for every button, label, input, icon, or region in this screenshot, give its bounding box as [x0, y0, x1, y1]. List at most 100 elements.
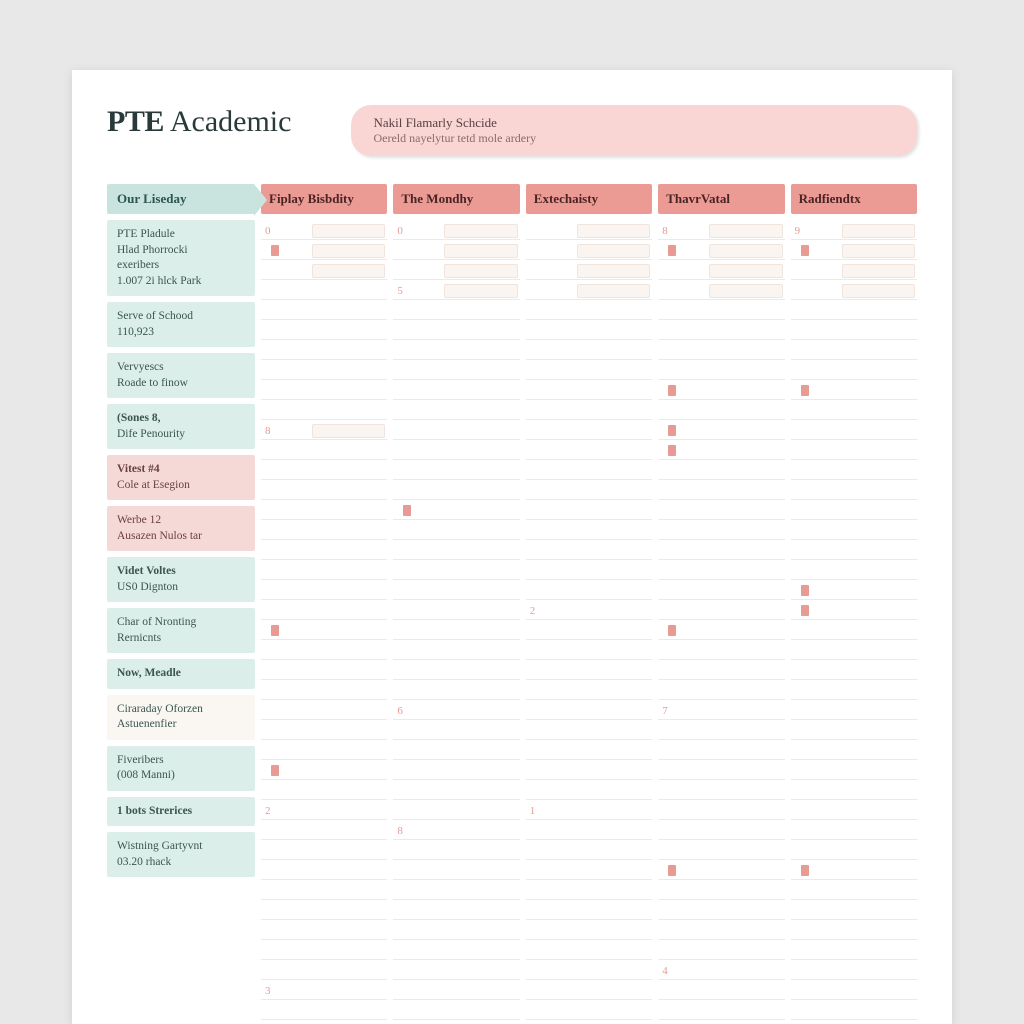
- time-slot: [791, 402, 917, 420]
- time-slot: [393, 562, 519, 580]
- time-slot: [791, 542, 917, 560]
- day-column: 21: [526, 220, 652, 1020]
- time-slot: [526, 922, 652, 940]
- slot-number: 7: [662, 705, 668, 717]
- time-slot: [393, 402, 519, 420]
- slot-number: 8: [265, 425, 271, 437]
- time-slot: [261, 742, 387, 760]
- time-slot: [791, 682, 917, 700]
- time-slot: [526, 962, 652, 980]
- time-slot: [791, 762, 917, 780]
- time-slot: [526, 382, 652, 400]
- col-header: The Mondhy: [393, 184, 519, 214]
- time-slot: [261, 622, 387, 640]
- side-item-line: US0 Dignton: [117, 580, 245, 596]
- side-item: Vitest #4Cole at Esegion: [107, 455, 255, 500]
- day-column: 0568: [393, 220, 519, 1020]
- time-slot: [393, 582, 519, 600]
- time-slot: [791, 422, 917, 440]
- time-slot: [791, 262, 917, 280]
- time-slot: [526, 542, 652, 560]
- title-bold: PTE: [107, 105, 164, 138]
- time-slot: [791, 322, 917, 340]
- time-slot: [658, 302, 784, 320]
- time-slot: [261, 362, 387, 380]
- time-slot: [526, 582, 652, 600]
- planner-page: PTE Academic Nakil Flamarly Schcide Oere…: [72, 70, 952, 1024]
- time-slot: [261, 722, 387, 740]
- time-slot: [261, 862, 387, 880]
- time-slot: [393, 882, 519, 900]
- slot-number: 4: [662, 965, 668, 977]
- slot-mark-icon: [668, 865, 676, 876]
- slot-mark-icon: [801, 385, 809, 396]
- time-slot: [261, 962, 387, 980]
- time-slot: [393, 762, 519, 780]
- side-item: Videt VoltesUS0 Dignton: [107, 557, 255, 602]
- slot-mark-icon: [801, 245, 809, 256]
- time-slot: [393, 362, 519, 380]
- time-slot: [658, 582, 784, 600]
- slot-entry-box: [577, 224, 650, 238]
- time-slot: 1: [526, 802, 652, 820]
- time-slot: [658, 502, 784, 520]
- slot-mark-icon: [668, 385, 676, 396]
- time-slot: [393, 1002, 519, 1020]
- time-slot: [393, 342, 519, 360]
- day-column: 9: [791, 220, 917, 1020]
- time-slot: [791, 722, 917, 740]
- row-header: Our Liseday: [107, 184, 255, 214]
- time-slot: [658, 422, 784, 440]
- side-item-line: Roade to finow: [117, 376, 245, 392]
- time-slot: [791, 502, 917, 520]
- time-slot: [261, 442, 387, 460]
- time-slot: [526, 222, 652, 240]
- time-slot: 7: [658, 702, 784, 720]
- time-slot: [526, 762, 652, 780]
- side-item-line: (Sones 8,: [117, 411, 245, 427]
- time-slot: [791, 302, 917, 320]
- time-slot: [393, 322, 519, 340]
- time-slot: [658, 902, 784, 920]
- time-slot: [791, 962, 917, 980]
- time-slot: [791, 822, 917, 840]
- time-slot: [261, 682, 387, 700]
- time-slot: [526, 502, 652, 520]
- slot-number: 5: [397, 285, 403, 297]
- side-item-line: 1.007 2i hlck Park: [117, 274, 245, 290]
- time-slot: [526, 402, 652, 420]
- slot-entry-box: [577, 264, 650, 278]
- time-slot: [791, 642, 917, 660]
- side-item: Wistning Gartyvnt03.20 rhack: [107, 832, 255, 877]
- col-header: Extechaisty: [526, 184, 652, 214]
- slot-mark-icon: [271, 245, 279, 256]
- time-slot: [261, 702, 387, 720]
- title-light: Academic: [170, 105, 292, 138]
- side-item: PTE PladuleHlad Phorrockiexeribers1.007 …: [107, 220, 255, 296]
- slot-mark-icon: [801, 585, 809, 596]
- time-slot: [658, 1002, 784, 1020]
- time-slot: [393, 462, 519, 480]
- time-slot: [261, 342, 387, 360]
- time-slot: [791, 462, 917, 480]
- time-slot: [526, 462, 652, 480]
- day-column: 874: [658, 220, 784, 1020]
- side-item: Serve of Schood110,923: [107, 302, 255, 347]
- time-slot: [658, 922, 784, 940]
- time-slot: [526, 442, 652, 460]
- time-slot: 4: [658, 962, 784, 980]
- time-slot: [393, 382, 519, 400]
- side-item-line: Dife Penourity: [117, 427, 245, 443]
- time-slot: [791, 982, 917, 1000]
- time-slot: [526, 742, 652, 760]
- side-item-line: Hlad Phorrocki: [117, 243, 245, 259]
- slot-mark-icon: [668, 245, 676, 256]
- time-slot: [393, 262, 519, 280]
- time-slot: [393, 742, 519, 760]
- side-item-line: Char of Nronting: [117, 615, 245, 631]
- time-slot: [393, 982, 519, 1000]
- slot-mark-icon: [668, 625, 676, 636]
- time-slot: [526, 662, 652, 680]
- slot-mark-icon: [668, 445, 676, 456]
- time-slot: [658, 562, 784, 580]
